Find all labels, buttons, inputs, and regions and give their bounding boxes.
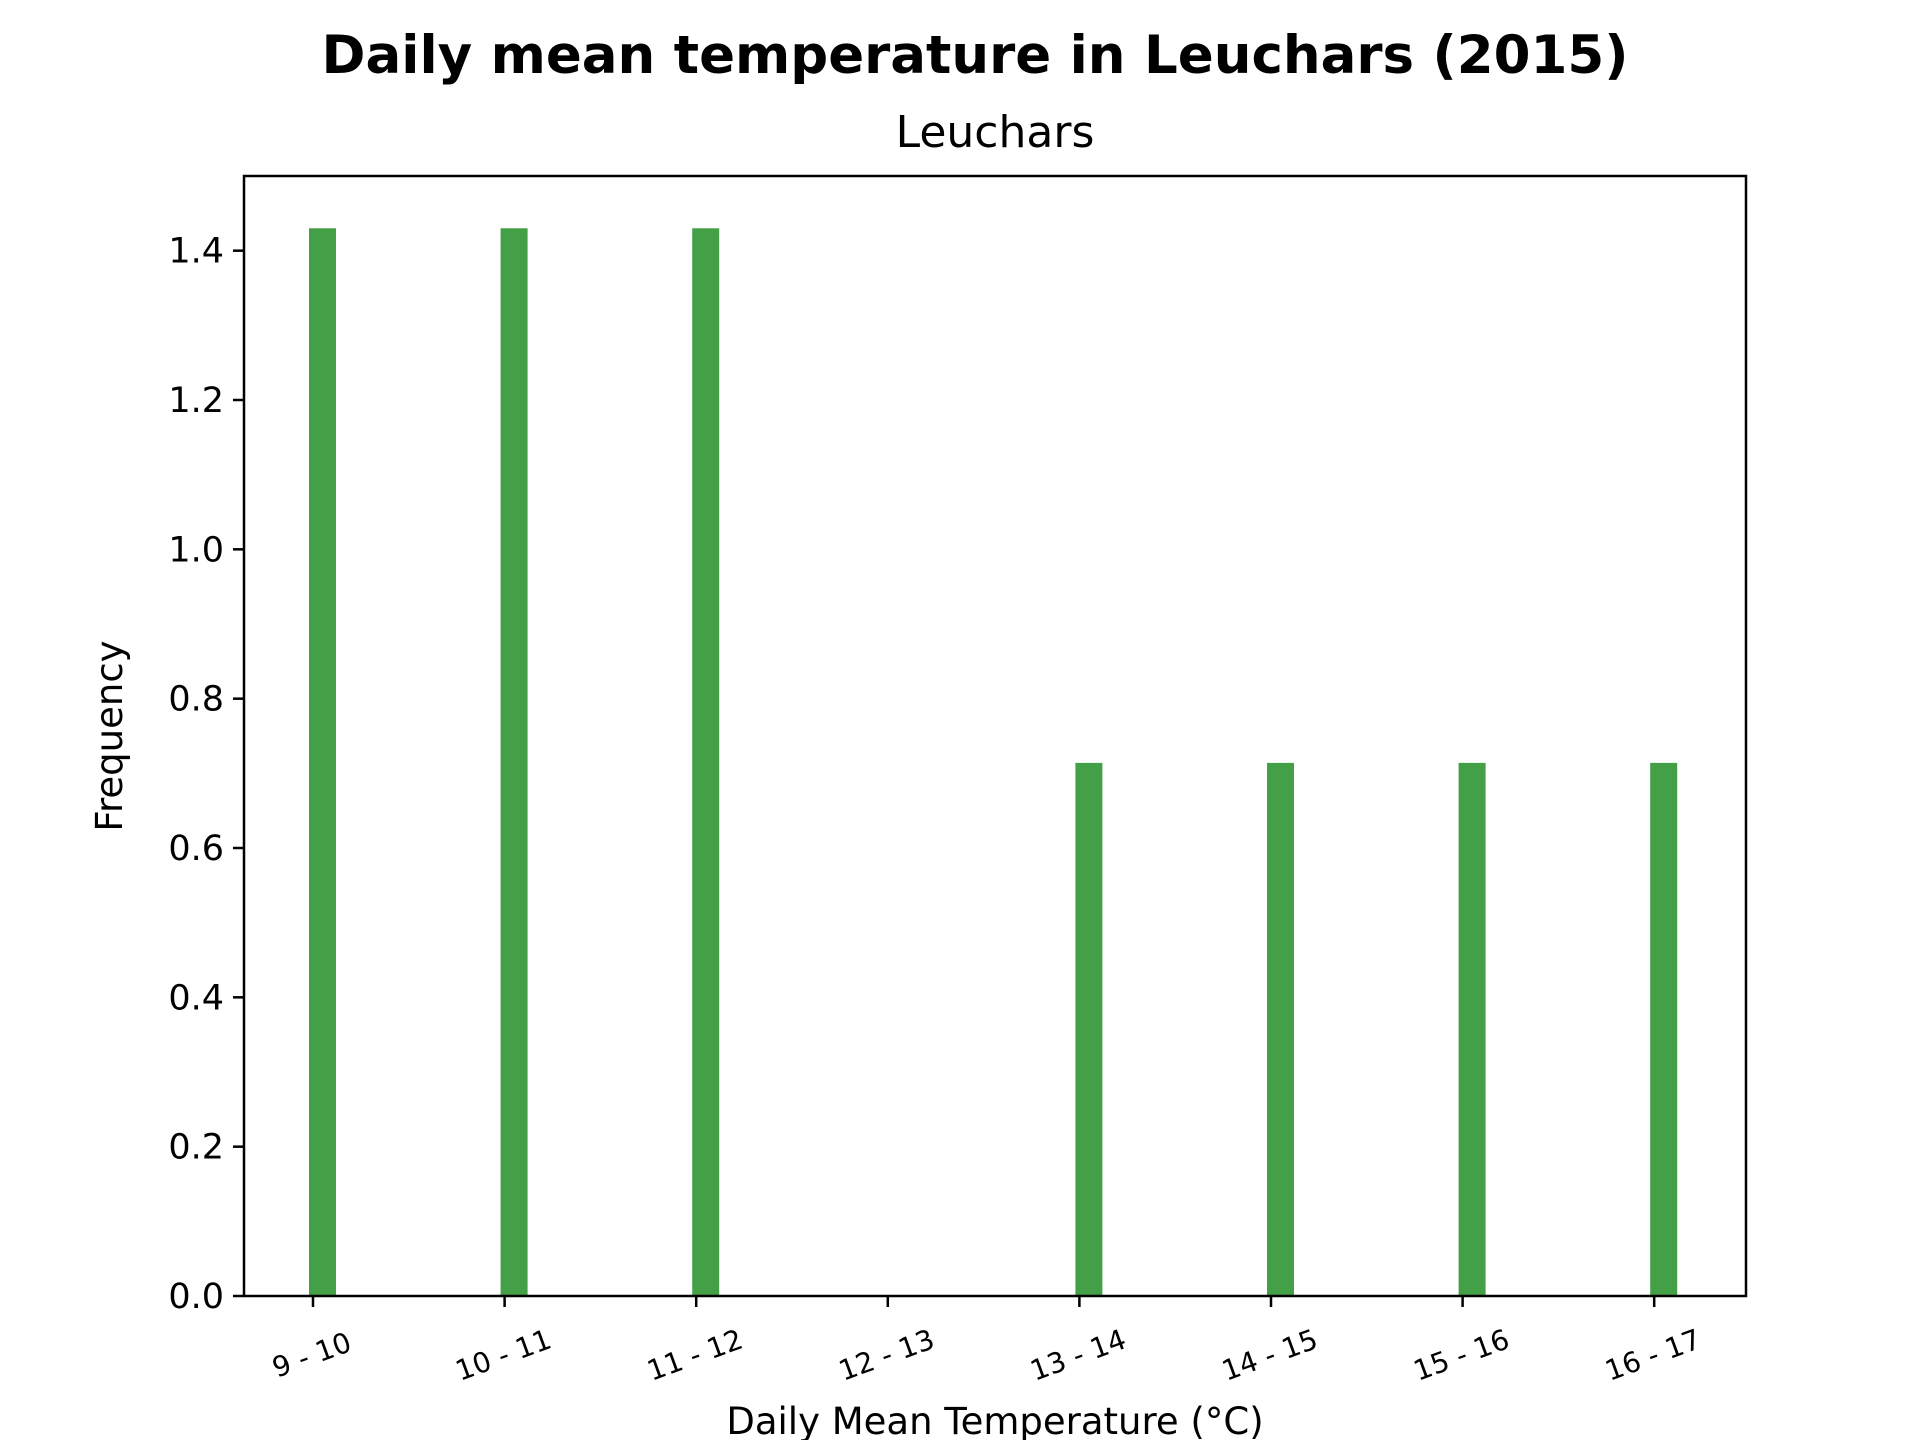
- plot-frame: [242, 174, 1748, 1298]
- bar-14-15: [1267, 762, 1294, 1296]
- bar-9-10: [309, 228, 336, 1297]
- y-tick-label: 1.4: [168, 232, 224, 272]
- chart-subtitle: Leuchars: [896, 107, 1095, 158]
- y-tick-label: 0.2: [168, 1128, 224, 1168]
- bars-layer: [309, 228, 1678, 1297]
- y-tick-label: 0.6: [168, 829, 224, 869]
- bar-16-17: [1650, 762, 1678, 1296]
- y-tick-label: 1.0: [168, 530, 224, 570]
- y-tick-label: 0.8: [168, 680, 224, 720]
- x-tick-label: 14 - 15: [1218, 1323, 1322, 1388]
- y-tick-label: 1.2: [168, 381, 224, 421]
- x-tick-label: 15 - 16: [1409, 1323, 1513, 1388]
- x-tick-label: 12 - 13: [834, 1323, 938, 1388]
- chart-title: Daily mean temperature in Leuchars (2015…: [322, 25, 1629, 86]
- x-tick-label: 9 - 10: [268, 1326, 356, 1385]
- x-tick-label: 11 - 12: [643, 1323, 747, 1388]
- bar-15-16: [1458, 762, 1486, 1296]
- x-tick-label: 13 - 14: [1026, 1323, 1130, 1388]
- y-axis-label: Frequency: [88, 640, 131, 831]
- x-axis: 9 - 10 10 - 11 11 - 12 12 - 13 13 - 14 14 - 1…: [268, 1296, 1705, 1388]
- y-tick-label: 0.0: [168, 1277, 224, 1317]
- y-tick-label: 0.4: [168, 978, 224, 1018]
- x-tick-label: 10 - 11: [451, 1323, 555, 1388]
- bar-10-11: [500, 228, 528, 1297]
- x-tick-label: 16 - 17: [1601, 1323, 1705, 1388]
- x-axis-label: Daily Mean Temperature (°C): [726, 1400, 1263, 1440]
- bar-11-12: [692, 228, 720, 1297]
- y-axis: 0.0 0.2 0.4 0.6 0.8 1.0 1.2 1.4: [168, 232, 244, 1317]
- bar-13-14: [1075, 762, 1103, 1296]
